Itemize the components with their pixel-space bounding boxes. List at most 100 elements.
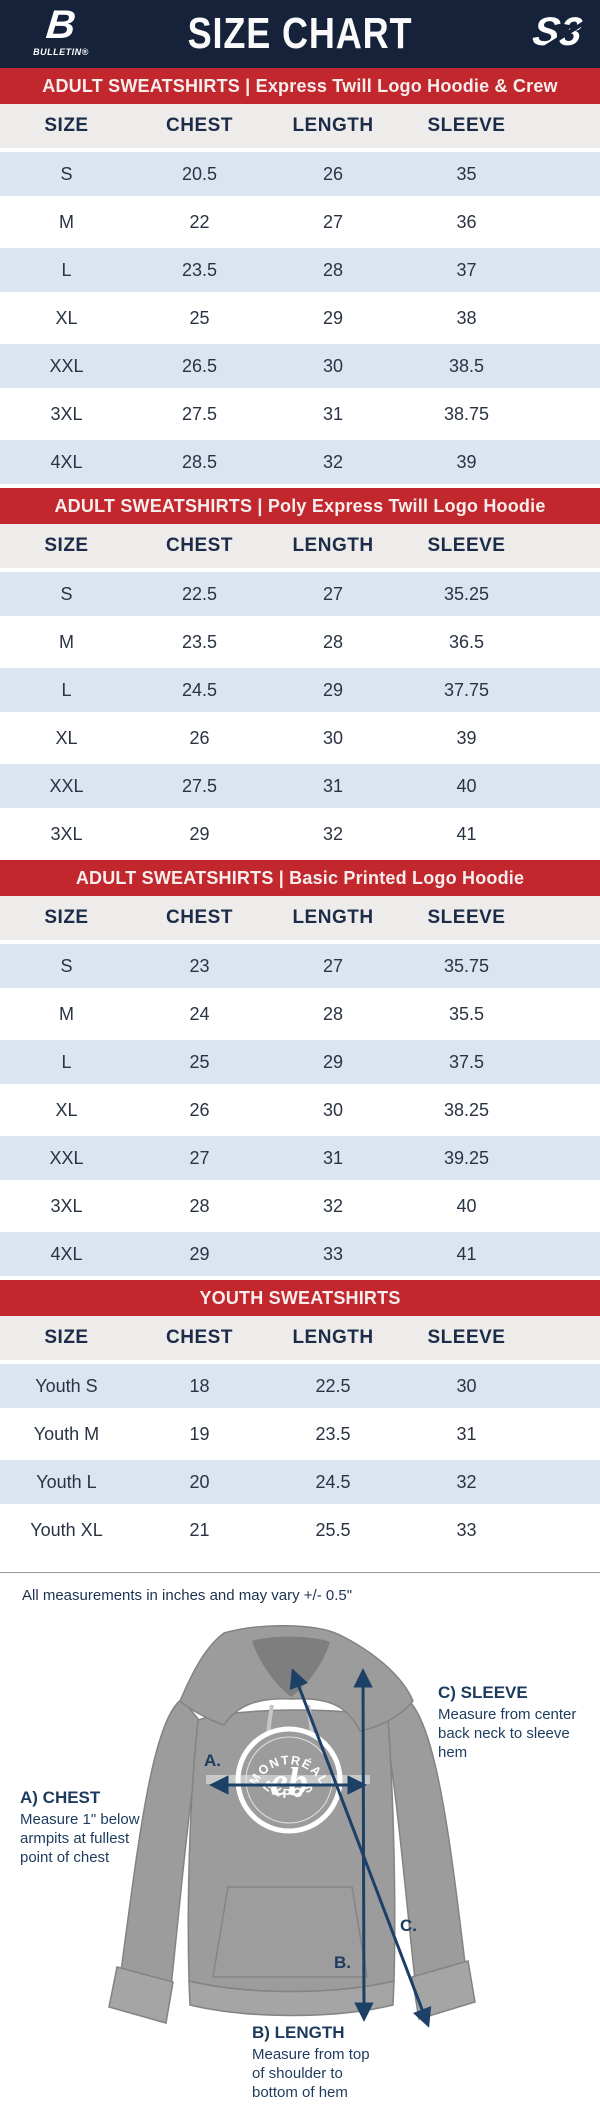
column-header: SLEEVE bbox=[427, 535, 506, 556]
table-cell: 25 bbox=[189, 307, 210, 328]
chest-annotation: A) CHEST Measure 1" below armpits at ful… bbox=[20, 1788, 165, 1868]
table-header-row: SIZE CHEST LENGTH SLEEVE bbox=[0, 1316, 600, 1360]
table-cell: L bbox=[61, 259, 72, 280]
table-cell: 38.5 bbox=[448, 355, 485, 376]
table-cell: 31 bbox=[322, 403, 344, 424]
table-cell: 27 bbox=[189, 1147, 210, 1168]
table-cell: 38.75 bbox=[443, 403, 490, 424]
table-cell: 29 bbox=[322, 307, 344, 328]
table-cell: 40 bbox=[456, 1195, 477, 1216]
table-cell: 30 bbox=[322, 1099, 344, 1120]
length-annotation-body: Measure from top of shoulder to bottom o… bbox=[252, 2046, 370, 2102]
table-cell: 4XL bbox=[50, 1243, 83, 1264]
footnote: All measurements in inches and may vary … bbox=[22, 1587, 353, 1604]
table-cell: 33 bbox=[322, 1243, 344, 1264]
table-cell: 30 bbox=[322, 355, 344, 376]
table-cell: 26 bbox=[189, 1099, 210, 1120]
table-cell: 29 bbox=[322, 1051, 344, 1072]
measurement-arrows bbox=[209, 1668, 432, 2028]
table-cell: 36 bbox=[456, 211, 477, 232]
table-cell: 32 bbox=[322, 1195, 344, 1216]
table-cell: 31 bbox=[322, 1147, 344, 1168]
table-row: XL 25 29 38 bbox=[0, 296, 600, 340]
table-cell: 36.5 bbox=[448, 631, 485, 652]
table-cell: 27 bbox=[322, 211, 344, 232]
bulletin-logo-icon: B BULLETIN® bbox=[16, 3, 106, 57]
table-cell: 24.5 bbox=[181, 679, 218, 700]
column-header: CHEST bbox=[166, 907, 233, 928]
table-cell: XL bbox=[55, 727, 78, 748]
table-row: Youth S 18 22.5 30 bbox=[0, 1364, 600, 1408]
sleeve-annotation-title: C) SLEEVE bbox=[438, 1683, 528, 1702]
table-cell: XXL bbox=[49, 355, 84, 376]
table-cell: 23 bbox=[189, 955, 210, 976]
table-cell: 23.5 bbox=[181, 631, 218, 652]
table-cell: XL bbox=[55, 1099, 78, 1120]
table-row: XXL 27 31 39.25 bbox=[0, 1136, 600, 1180]
table-cell: 28 bbox=[322, 631, 344, 652]
table-row: 3XL 28 32 40 bbox=[0, 1184, 600, 1228]
table-cell: Youth M bbox=[33, 1423, 100, 1444]
table-cell: 39 bbox=[456, 451, 477, 472]
table-cell: 35 bbox=[456, 163, 477, 184]
table-cell: M bbox=[59, 211, 74, 232]
table-cell: 23.5 bbox=[315, 1423, 351, 1444]
length-marker-label: B. bbox=[334, 1953, 351, 1972]
table-row: 3XL 29 32 41 bbox=[0, 812, 600, 856]
table-cell: 29 bbox=[189, 823, 210, 844]
table-cell: 22.5 bbox=[315, 1375, 351, 1396]
table-cell: 32 bbox=[322, 451, 344, 472]
table-cell: 39 bbox=[456, 727, 477, 748]
bulletin-wordmark: BULLETIN® bbox=[33, 47, 89, 57]
section-banner: ADULT SWEATSHIRTS | Express Twill Logo H… bbox=[0, 68, 600, 104]
table-cell: M bbox=[59, 1003, 74, 1024]
table-cell: 39.25 bbox=[443, 1147, 490, 1168]
table-row: XXL 27.5 31 40 bbox=[0, 764, 600, 808]
column-header: CHEST bbox=[166, 115, 233, 136]
column-header: SIZE bbox=[44, 1327, 89, 1348]
table-cell: 35.75 bbox=[443, 955, 490, 976]
header: B BULLETIN® SIZE CHART S3 bbox=[0, 0, 600, 68]
sleeve-annotation-body: Measure from center back neck to sleeve … bbox=[438, 1706, 577, 1762]
column-header: CHEST bbox=[166, 535, 233, 556]
size-tables: ADULT SWEATSHIRTS | Express Twill Logo H… bbox=[0, 68, 600, 1552]
section-banner: ADULT SWEATSHIRTS | Poly Express Twill L… bbox=[0, 488, 600, 524]
table-cell: 22.5 bbox=[181, 583, 218, 604]
table-cell: 27 bbox=[322, 955, 344, 976]
table-row: S 22.5 27 35.25 bbox=[0, 572, 600, 616]
table-row: M 22 27 36 bbox=[0, 200, 600, 244]
table-row: S 23 27 35.75 bbox=[0, 944, 600, 988]
table-row: XL 26 30 38.25 bbox=[0, 1088, 600, 1132]
table-cell: 37.75 bbox=[443, 679, 490, 700]
table-cell: XL bbox=[55, 307, 78, 328]
length-arrow bbox=[353, 1668, 374, 2022]
table-cell: 25 bbox=[189, 1051, 210, 1072]
table-cell: M bbox=[59, 631, 74, 652]
table-cell: 26.5 bbox=[181, 355, 218, 376]
section-banner: YOUTH SWEATSHIRTS bbox=[0, 1280, 600, 1316]
logo-center-glyph: eb bbox=[270, 1759, 308, 1804]
table-cell: Youth S bbox=[35, 1375, 98, 1396]
table-cell: 27.5 bbox=[181, 403, 218, 424]
table-row: XXL 26.5 30 38.5 bbox=[0, 344, 600, 388]
table-header-row: SIZE CHEST LENGTH SLEEVE bbox=[0, 524, 600, 568]
table-cell: 18 bbox=[189, 1375, 210, 1396]
table-cell: 27 bbox=[322, 583, 344, 604]
column-header: SIZE bbox=[44, 907, 89, 928]
table-cell: 20.5 bbox=[181, 163, 218, 184]
table-cell: 38.25 bbox=[443, 1099, 490, 1120]
table-cell: 38 bbox=[456, 307, 477, 328]
sleeve-annotation: C) SLEEVE Measure from center back neck … bbox=[438, 1683, 598, 1763]
column-header: SIZE bbox=[44, 115, 89, 136]
table-row: M 23.5 28 36.5 bbox=[0, 620, 600, 664]
column-header: LENGTH bbox=[292, 907, 374, 928]
column-header: SLEEVE bbox=[427, 1327, 506, 1348]
table-cell: 32 bbox=[456, 1471, 477, 1492]
table-row: M 24 28 35.5 bbox=[0, 992, 600, 1036]
table-header-row: SIZE CHEST LENGTH SLEEVE bbox=[0, 896, 600, 940]
table-cell: L bbox=[61, 1051, 72, 1072]
length-annotation-title: B) LENGTH bbox=[252, 2023, 345, 2042]
table-row: Youth XL 21 25.5 33 bbox=[0, 1508, 600, 1552]
table-cell: Youth L bbox=[36, 1471, 97, 1492]
section-banner: ADULT SWEATSHIRTS | Basic Printed Logo H… bbox=[0, 860, 600, 896]
